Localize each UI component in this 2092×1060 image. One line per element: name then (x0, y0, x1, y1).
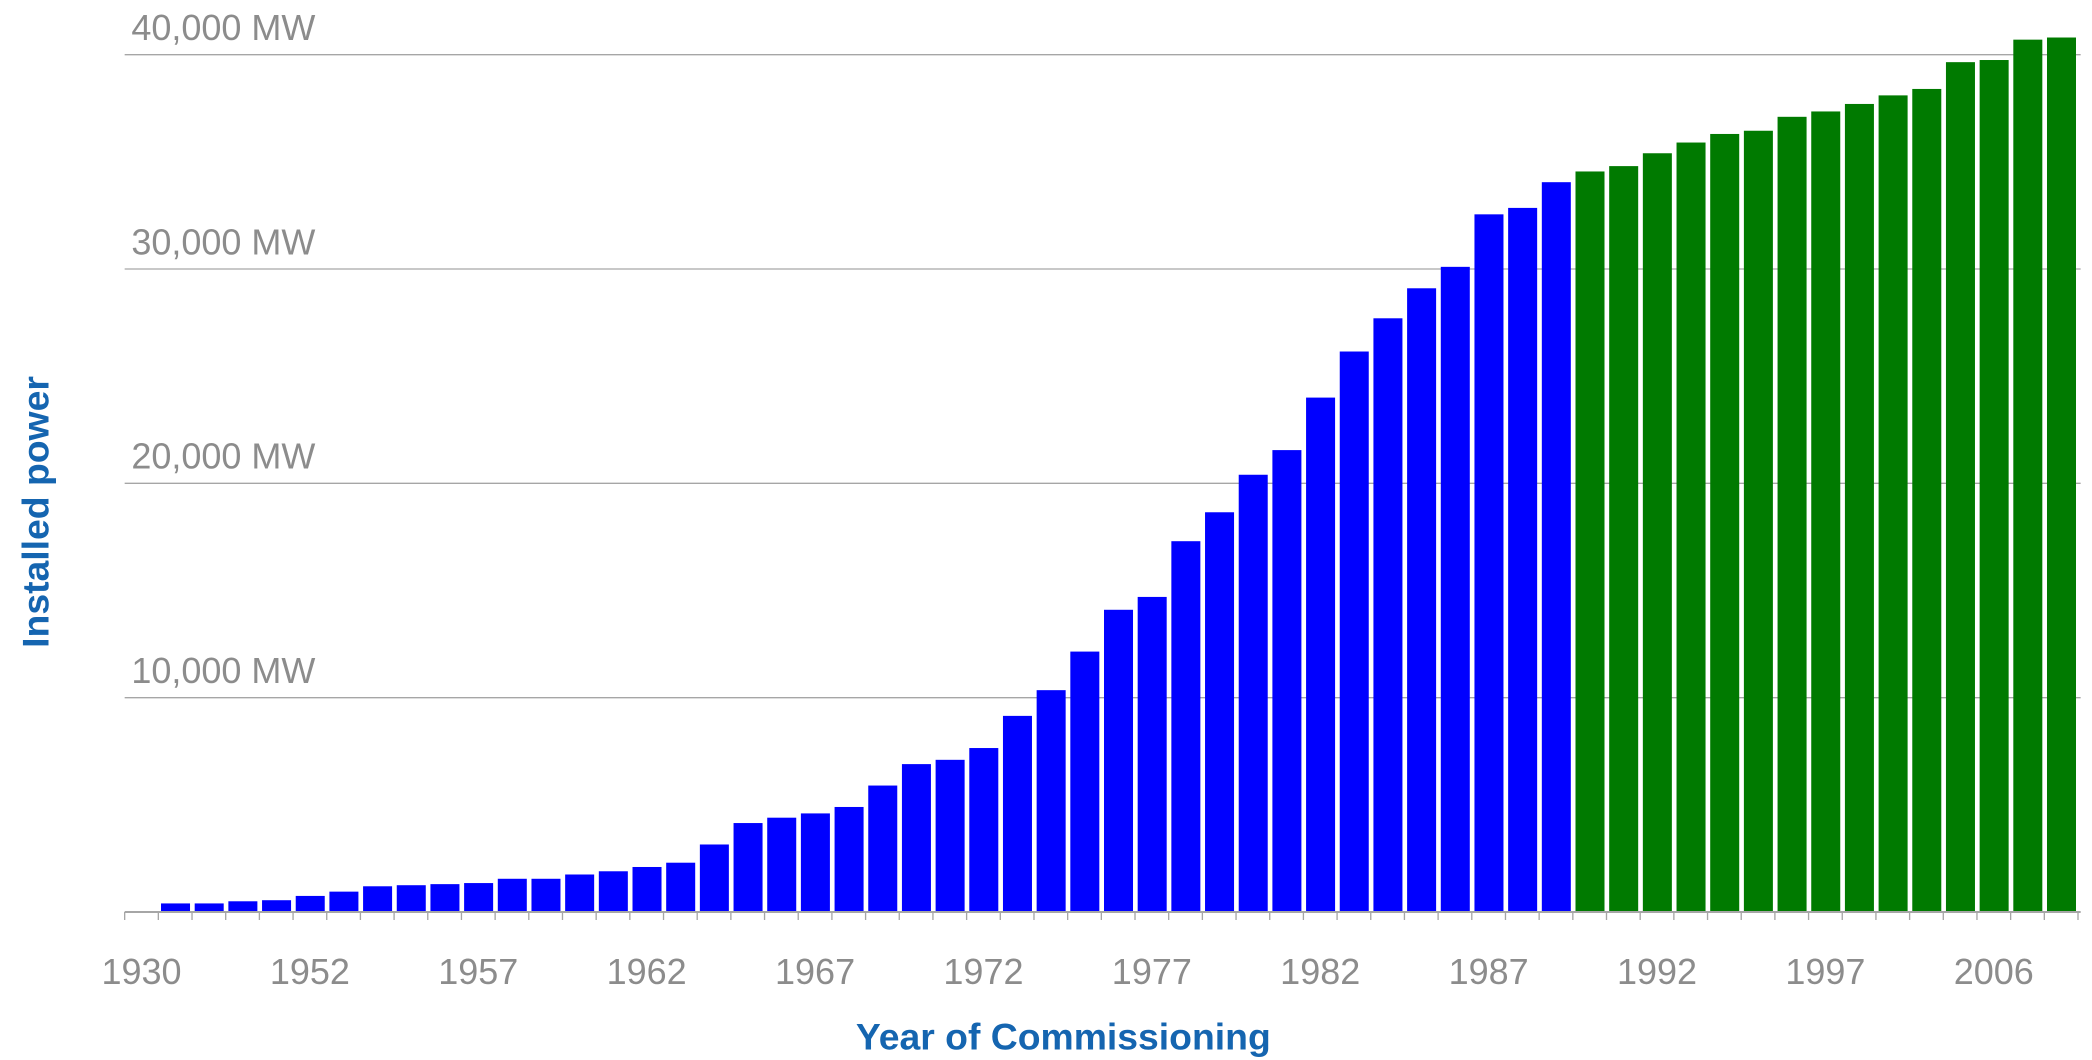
bar (1777, 116, 1807, 912)
bar (228, 901, 258, 912)
bar (1272, 450, 1302, 912)
x-axis-title: Year of Commissioning (856, 1015, 1271, 1057)
bar (1339, 351, 1369, 913)
bar (666, 862, 696, 912)
x-tick-label: 2006 (1954, 951, 2034, 992)
bar (598, 871, 628, 912)
bar (1440, 266, 1470, 913)
y-tick-label: 10,000 MW (131, 650, 315, 691)
bar (1575, 171, 1605, 912)
bar (834, 806, 864, 912)
bar (868, 785, 898, 912)
bar (632, 866, 662, 912)
bar (1137, 596, 1167, 912)
bar (262, 900, 292, 912)
x-tick-label: 1997 (1785, 951, 1865, 992)
x-tick-label: 1977 (1112, 951, 1192, 992)
x-tick-label: 1982 (1280, 951, 1360, 992)
bar (161, 903, 191, 912)
bar (2046, 37, 2076, 913)
bar (497, 878, 527, 912)
bar (1541, 182, 1571, 912)
bar (194, 903, 224, 912)
bar (1676, 142, 1706, 912)
x-tick-label: 1930 (101, 951, 181, 992)
y-tick-label: 40,000 MW (131, 7, 315, 48)
bar (1609, 166, 1639, 912)
x-tick-label: 1972 (943, 951, 1023, 992)
bar (1844, 103, 1874, 912)
bar (901, 764, 931, 912)
bar (531, 878, 561, 912)
bar (2013, 39, 2043, 913)
bar (1407, 288, 1437, 913)
x-tick-label: 1952 (270, 951, 350, 992)
bar (1070, 651, 1100, 912)
y-tick-label: 20,000 MW (131, 436, 315, 477)
x-tick-label: 1967 (775, 951, 855, 992)
bar (1205, 512, 1235, 912)
x-tick-label: 1957 (438, 951, 518, 992)
bar (699, 844, 729, 912)
bar (1508, 207, 1538, 912)
bar (767, 817, 797, 912)
x-tick-label: 1992 (1617, 951, 1697, 992)
bar (295, 895, 325, 912)
bar (1036, 690, 1066, 912)
bar (363, 886, 393, 912)
bar (733, 823, 763, 912)
bar (1171, 541, 1201, 912)
bar (1104, 609, 1134, 912)
bar (1238, 474, 1268, 912)
bar (1710, 133, 1740, 913)
bar (1878, 95, 1908, 912)
bar (1642, 153, 1672, 912)
bar (969, 748, 999, 912)
bar (1912, 88, 1942, 913)
bar (1743, 130, 1773, 913)
bar (464, 883, 494, 912)
bar (1474, 214, 1504, 913)
x-tick-label: 1962 (607, 951, 687, 992)
bar (396, 885, 426, 912)
bar (1945, 62, 1975, 912)
bar (1306, 397, 1336, 913)
bar (1373, 318, 1403, 912)
bar (1811, 111, 1841, 912)
y-axis-title: Installed power (15, 376, 57, 648)
x-tick-label: 1987 (1449, 951, 1529, 992)
y-tick-label: 30,000 MW (131, 221, 315, 262)
bar (329, 891, 359, 912)
bar (935, 759, 965, 912)
bar (1979, 60, 2009, 912)
bar (800, 813, 830, 912)
bar (565, 874, 595, 912)
bar (430, 884, 460, 912)
bar (1002, 715, 1032, 912)
